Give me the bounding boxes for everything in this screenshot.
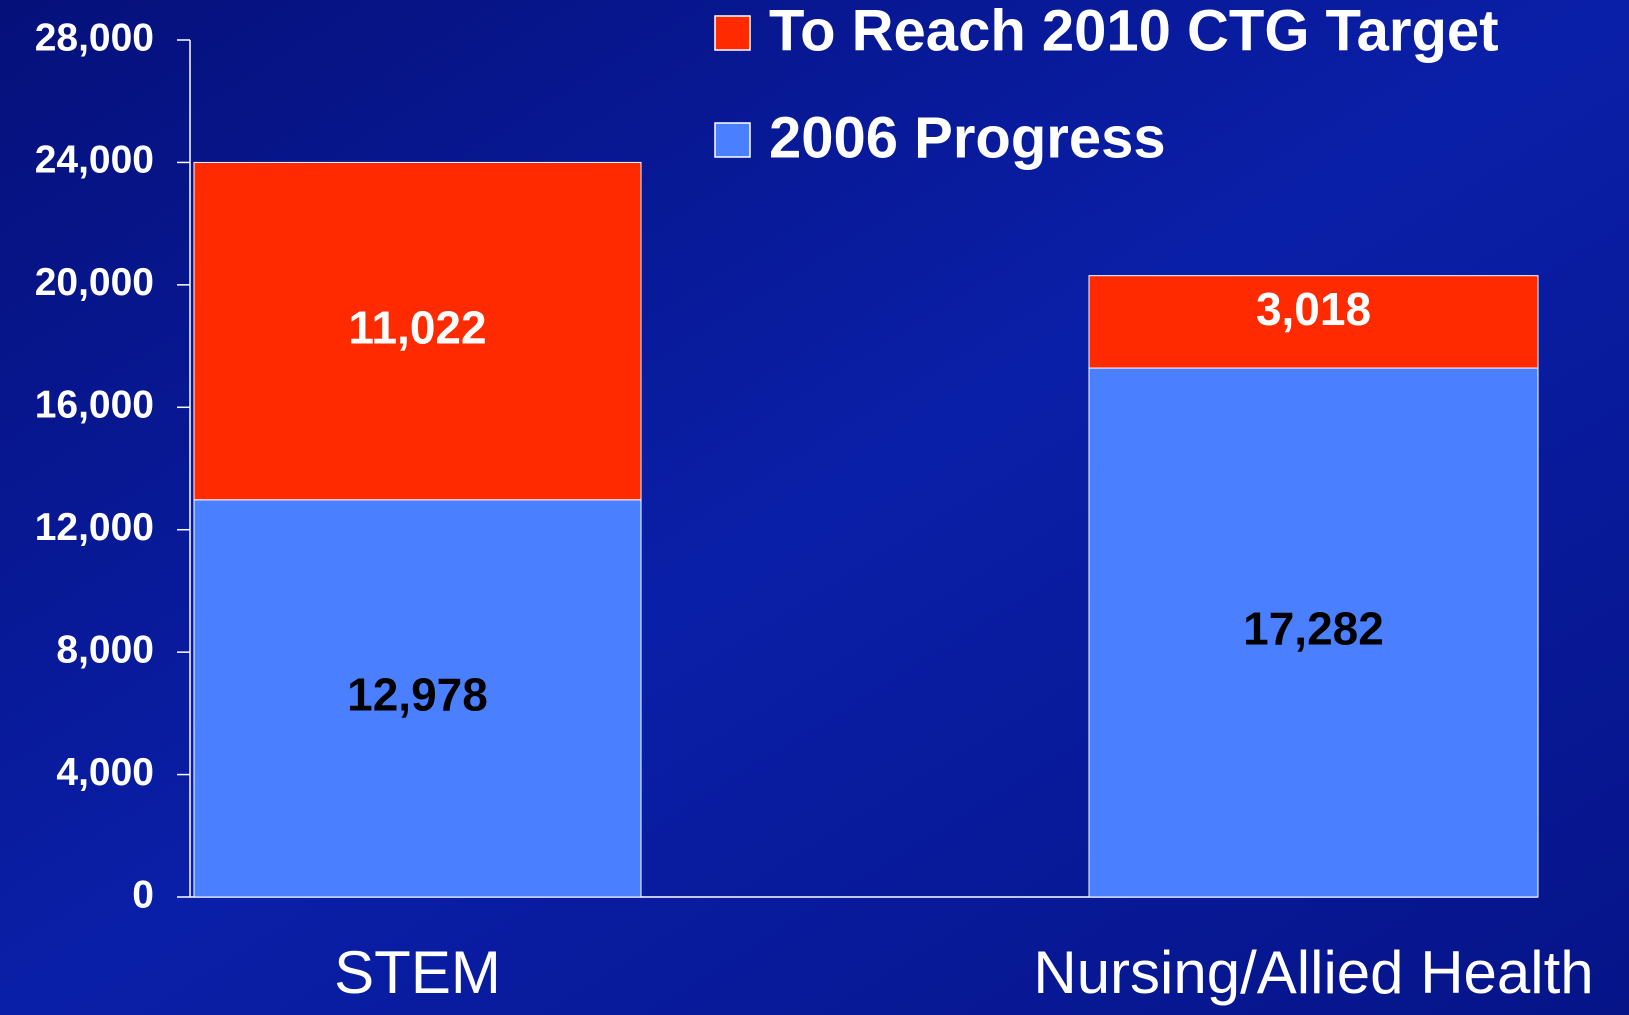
data-label: 12,978	[347, 669, 488, 721]
data-label: 11,022	[348, 301, 486, 353]
y-tick-label: 4,000	[56, 751, 154, 794]
y-tick-label: 20,000	[35, 261, 154, 304]
legend-swatch	[714, 15, 751, 51]
x-tick-label: STEM	[334, 939, 501, 1006]
bar-segment	[193, 499, 642, 898]
legend-swatch	[714, 122, 751, 158]
y-tick-label: 16,000	[35, 384, 154, 427]
bar-segment	[193, 161, 642, 501]
data-label: 3,018	[1256, 283, 1371, 335]
y-tick-label: 0	[132, 873, 154, 916]
y-tick-label: 12,000	[35, 506, 154, 549]
legend-label: To Reach 2010 CTG Target	[769, 0, 1499, 63]
bar-segment	[1088, 367, 1539, 898]
data-label: 17,282	[1243, 603, 1384, 655]
legend-label: 2006 Progress	[769, 105, 1166, 170]
y-tick-label: 24,000	[35, 139, 154, 182]
bar-segment	[1088, 275, 1539, 369]
x-tick-label: Nursing/Allied Health	[1033, 939, 1593, 1006]
y-tick-label: 8,000	[56, 628, 154, 671]
y-tick-label: 28,000	[35, 16, 154, 59]
